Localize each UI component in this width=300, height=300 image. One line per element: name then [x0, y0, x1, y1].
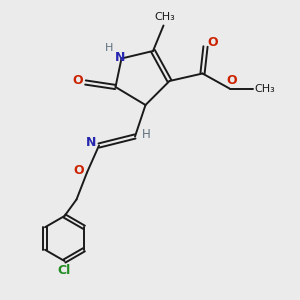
- Text: CH₃: CH₃: [254, 83, 275, 94]
- Text: O: O: [208, 35, 218, 49]
- Text: O: O: [226, 74, 237, 87]
- Text: O: O: [73, 164, 84, 177]
- Text: H: H: [142, 128, 151, 142]
- Text: CH₃: CH₃: [154, 12, 176, 22]
- Text: O: O: [73, 74, 83, 87]
- Text: H: H: [105, 43, 114, 53]
- Text: N: N: [115, 51, 125, 64]
- Text: N: N: [85, 136, 96, 149]
- Text: Cl: Cl: [58, 264, 71, 277]
